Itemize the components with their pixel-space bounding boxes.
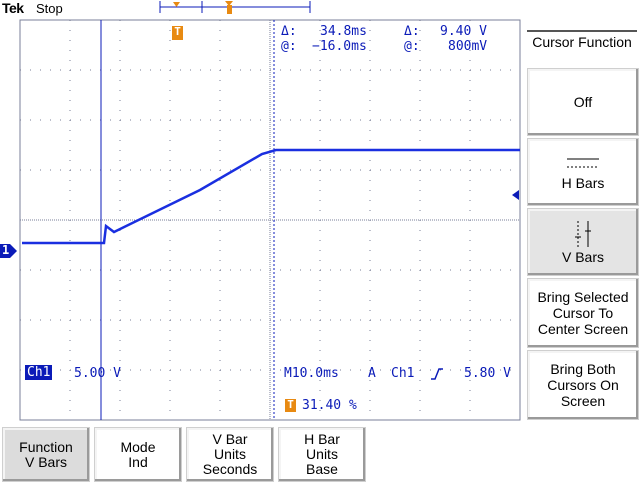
side-menu-h-bars-button[interactable]: H Bars — [527, 138, 639, 206]
ch1-ground-marker — [0, 244, 17, 258]
bottom-vbar-line3: Seconds — [202, 461, 258, 477]
trigger-source: Ch1 — [391, 366, 415, 381]
side-menu-v-bars-button[interactable]: V Bars — [527, 208, 639, 276]
bottom-hbar-line2: Units — [306, 446, 338, 462]
at-volt-label: @: — [404, 39, 420, 54]
delta-time-value: 34.8ms — [320, 24, 367, 39]
at-volt-value: 800mV — [448, 39, 488, 54]
trigger-position-marker: T — [172, 26, 183, 40]
record-position-bar — [159, 1, 311, 14]
ch1-scale: 5.00 V — [74, 366, 121, 381]
bottom-vbar-line2: Units — [214, 446, 246, 462]
side-menu-h-bars-label: H Bars — [561, 175, 605, 191]
bottom-hbar-line1: H Bar — [304, 431, 340, 447]
v-bars-icon — [575, 221, 591, 247]
bottom-hbar-line3: Base — [306, 461, 338, 477]
bottom-hbar-units-button[interactable]: H Bar Units Base — [278, 427, 366, 482]
ch1-marker-label: 1 — [2, 243, 10, 257]
delta-volt-label: Δ: — [404, 24, 420, 39]
timebase-mode: A — [368, 366, 376, 381]
brand-logo: Tek — [2, 0, 24, 16]
bottom-mode-line1: Mode — [120, 438, 156, 455]
bottom-vbar-units-button[interactable]: V Bar Units Seconds — [186, 427, 274, 482]
bottom-vbar-line1: V Bar — [212, 431, 248, 447]
bottom-mode-line2: Ind — [128, 453, 148, 470]
trigger-position-percent: 31.40 % — [302, 398, 357, 413]
bottom-mode-button[interactable]: Mode Ind — [94, 427, 182, 482]
side-menu-both-cursors-button[interactable]: Bring Both Cursors On Screen — [527, 350, 639, 420]
bottom-function-line1: Function — [19, 438, 73, 455]
bottom-function-button[interactable]: Function V Bars — [2, 427, 90, 482]
at-time-value: −16.0ms — [312, 39, 367, 54]
ch1-trace — [22, 148, 520, 245]
delta-time-label: Δ: — [281, 24, 297, 39]
bottom-function-line2: V Bars — [24, 453, 67, 470]
side-menu-both-cursors-label: Bring Both Cursors On Screen — [547, 361, 619, 409]
rising-edge-icon — [431, 368, 443, 380]
side-menu-off-label: Off — [573, 94, 593, 110]
ch1-label: Ch1 — [25, 365, 53, 380]
timebase-scale: M10.0ms — [284, 366, 339, 381]
side-menu-center-cursor-button[interactable]: Bring Selected Cursor To Center Screen — [527, 278, 639, 348]
side-menu-off-button[interactable]: Off — [527, 68, 639, 136]
at-time-label: @: — [281, 39, 297, 54]
h-bars-icon — [567, 158, 599, 168]
delta-volt-value: 9.40 V — [440, 24, 487, 39]
trigger-level-arrow — [512, 190, 519, 200]
side-menu-title: Cursor Function — [527, 30, 637, 76]
side-menu-center-cursor-label: Bring Selected Cursor To Center Screen — [537, 289, 629, 337]
acquisition-status: Stop — [36, 1, 63, 16]
trigger-percent-marker: T — [285, 399, 296, 412]
side-menu: Cursor Function Off H Bars V Bars Bring … — [525, 20, 640, 420]
trigger-level: 5.80 V — [464, 366, 511, 381]
side-menu-v-bars-label: V Bars — [561, 249, 604, 265]
